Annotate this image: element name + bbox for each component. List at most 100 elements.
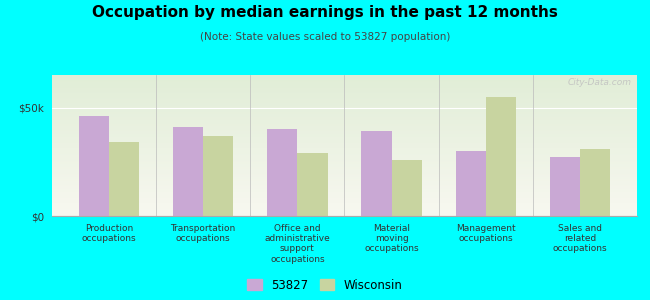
Bar <box>52 158 637 160</box>
Bar <box>52 208 637 209</box>
Bar <box>52 133 637 134</box>
Bar <box>52 213 637 214</box>
Bar <box>52 126 637 127</box>
Bar <box>52 96 637 98</box>
Bar <box>52 214 637 216</box>
Bar <box>486 97 516 216</box>
Bar <box>52 106 637 107</box>
Bar <box>52 212 637 213</box>
Bar <box>52 127 637 129</box>
Bar <box>52 123 637 124</box>
Bar <box>52 103 637 105</box>
Bar <box>52 150 637 151</box>
Bar <box>52 146 637 147</box>
Bar <box>52 176 637 178</box>
Bar <box>52 89 637 91</box>
Bar <box>52 199 637 200</box>
Bar <box>52 99 637 100</box>
Bar <box>52 189 637 190</box>
Bar <box>52 134 637 136</box>
Bar <box>52 138 637 140</box>
Bar <box>203 136 233 216</box>
Bar <box>52 112 637 113</box>
Bar <box>52 81 637 82</box>
Bar <box>52 195 637 196</box>
Bar <box>52 161 637 162</box>
Bar <box>52 147 637 148</box>
Bar <box>52 113 637 115</box>
Bar <box>52 151 637 152</box>
Bar <box>79 116 109 216</box>
Bar <box>52 102 637 103</box>
Bar <box>297 153 328 216</box>
Bar <box>52 100 637 102</box>
Bar <box>173 127 203 216</box>
Bar <box>52 116 637 117</box>
Text: (Note: State values scaled to 53827 population): (Note: State values scaled to 53827 popu… <box>200 32 450 41</box>
Bar <box>52 168 637 170</box>
Bar <box>52 157 637 158</box>
Bar <box>52 181 637 182</box>
Bar <box>52 93 637 95</box>
Bar <box>52 172 637 174</box>
Bar <box>52 85 637 86</box>
Bar <box>52 152 637 154</box>
Bar <box>52 165 637 166</box>
Bar <box>52 185 637 186</box>
Bar <box>52 140 637 141</box>
Bar <box>52 141 637 143</box>
Bar <box>52 92 637 93</box>
Bar <box>52 105 637 106</box>
Bar <box>52 83 637 85</box>
Bar <box>456 151 486 216</box>
Bar <box>52 130 637 131</box>
Bar <box>580 149 610 216</box>
Bar <box>52 186 637 188</box>
Bar <box>52 169 637 171</box>
Bar <box>52 120 637 122</box>
Bar <box>52 167 637 168</box>
Bar <box>52 192 637 194</box>
Bar <box>52 188 637 189</box>
Bar <box>52 164 637 165</box>
Bar <box>52 155 637 157</box>
Bar <box>267 129 297 216</box>
Bar <box>52 171 637 172</box>
Bar <box>52 122 637 123</box>
Bar <box>52 190 637 192</box>
Bar <box>52 202 637 203</box>
Bar <box>52 200 637 202</box>
Bar <box>52 95 637 96</box>
Bar <box>52 88 637 89</box>
Bar <box>392 160 422 216</box>
Bar <box>52 162 637 164</box>
Bar <box>52 91 637 92</box>
Bar <box>52 144 637 146</box>
Bar <box>52 136 637 137</box>
Bar <box>52 98 637 99</box>
Bar <box>52 131 637 133</box>
Bar <box>52 209 637 210</box>
Bar <box>52 110 637 112</box>
Bar <box>52 154 637 155</box>
Bar <box>52 82 637 83</box>
Bar <box>52 79 637 81</box>
Bar <box>52 148 637 150</box>
Bar <box>52 115 637 116</box>
Bar <box>52 129 637 130</box>
Bar <box>52 137 637 138</box>
Bar <box>52 86 637 88</box>
Bar <box>361 131 392 216</box>
Bar <box>52 184 637 185</box>
Bar <box>52 179 637 181</box>
Bar <box>52 160 637 161</box>
Bar <box>52 76 637 78</box>
Bar <box>52 196 637 198</box>
Bar <box>52 205 637 206</box>
Bar <box>550 158 580 216</box>
Bar <box>52 206 637 208</box>
Bar <box>52 119 637 120</box>
Bar <box>52 203 637 205</box>
Bar <box>52 75 637 76</box>
Bar <box>52 117 637 119</box>
